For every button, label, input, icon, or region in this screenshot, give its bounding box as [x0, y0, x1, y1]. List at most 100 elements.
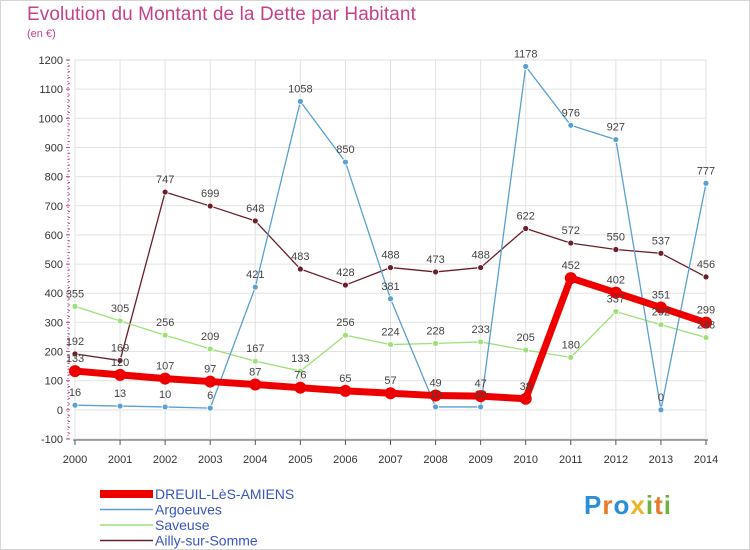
- data-point-ailly-sur-somme: [206, 202, 214, 210]
- data-point-ailly-sur-somme: [116, 357, 124, 364]
- data-point-ailly-sur-somme: [432, 268, 439, 276]
- data-label-ailly-sur-somme: 483: [291, 251, 309, 263]
- x-tick-label: 2011: [559, 454, 583, 466]
- x-tick-label: 2010: [513, 454, 537, 466]
- data-label-dreuil-l-s-amiens: 57: [384, 375, 396, 387]
- x-tick-label: 2009: [468, 454, 492, 466]
- data-point-argoeuves: [71, 401, 79, 409]
- data-point-argoeuves: [342, 158, 349, 166]
- data-label-saveuse: 305: [111, 303, 129, 315]
- y-tick-label: 600: [45, 230, 63, 242]
- x-tick-label: 2013: [649, 454, 673, 466]
- data-label-argoeuves: 1058: [288, 83, 312, 95]
- data-label-ailly-sur-somme: 550: [607, 232, 625, 244]
- data-point-dreuil-l-s-amiens: [294, 381, 307, 394]
- data-point-saveuse: [342, 331, 349, 339]
- x-tick-label: 2007: [378, 454, 402, 466]
- data-point-saveuse: [296, 367, 304, 375]
- data-label-ailly-sur-somme: 537: [652, 235, 670, 247]
- data-label-dreuil-l-s-amiens: 38: [520, 381, 532, 393]
- data-point-argoeuves: [657, 406, 665, 414]
- data-point-argoeuves: [296, 97, 304, 105]
- data-point-dreuil-l-s-amiens: [429, 389, 442, 402]
- data-point-ailly-sur-somme: [251, 217, 259, 225]
- data-label-ailly-sur-somme: 699: [201, 188, 219, 200]
- proxiti-logo: Proxiti: [584, 490, 672, 521]
- x-tick-label: 2002: [153, 454, 177, 466]
- data-point-argoeuves: [251, 283, 259, 291]
- logo-letter: t: [654, 490, 664, 520]
- data-point-saveuse: [432, 339, 439, 347]
- data-label-saveuse: 209: [201, 331, 219, 343]
- y-tick-label: 1100: [39, 84, 63, 96]
- data-label-ailly-sur-somme: 488: [471, 250, 489, 262]
- chart-grid: [74, 59, 707, 440]
- chart-legend: DREUIL-LèS-AMIENSArgoeuvesSaveuseAilly-s…: [100, 486, 294, 549]
- x-tick-label: 2003: [198, 454, 222, 466]
- data-point-saveuse: [522, 346, 530, 354]
- y-tick-label: 1200: [39, 55, 63, 67]
- data-label-argoeuves: 10: [159, 389, 171, 401]
- data-label-ailly-sur-somme: 169: [111, 343, 129, 355]
- data-point-argoeuves: [206, 404, 214, 412]
- data-point-argoeuves: [116, 402, 124, 410]
- data-point-dreuil-l-s-amiens: [700, 316, 712, 329]
- data-point-ailly-sur-somme: [477, 264, 485, 271]
- data-label-dreuil-l-s-amiens: 97: [204, 364, 216, 376]
- x-tick-label: 2000: [63, 454, 87, 466]
- logo-letter: o: [613, 490, 631, 520]
- data-point-argoeuves: [477, 403, 485, 411]
- y-tick-label: 700: [45, 201, 63, 213]
- data-label-dreuil-l-s-amiens: 49: [429, 378, 441, 390]
- data-point-dreuil-l-s-amiens: [519, 392, 532, 405]
- y-tick-label: 900: [45, 142, 63, 154]
- data-label-argoeuves: 10: [429, 389, 441, 401]
- data-point-dreuil-l-s-amiens: [654, 301, 667, 314]
- logo-letter: r: [602, 490, 614, 520]
- y-tick-label: 200: [45, 347, 63, 359]
- data-label-dreuil-l-s-amiens: 402: [607, 275, 625, 287]
- data-label-argoeuves: 6: [207, 390, 213, 402]
- data-label-dreuil-l-s-amiens: 87: [249, 366, 261, 378]
- legend-item-argoeuves: Argoeuves: [100, 502, 222, 518]
- logo-letter: i: [663, 490, 672, 520]
- data-label-dreuil-l-s-amiens: 76: [294, 370, 306, 382]
- y-tick-label: 400: [45, 288, 63, 300]
- data-label-ailly-sur-somme: 473: [426, 254, 444, 266]
- data-point-ailly-sur-somme: [71, 350, 79, 358]
- data-label-argoeuves: 421: [246, 269, 264, 281]
- data-label-argoeuves: 16: [69, 387, 81, 399]
- series-argoeuves: [71, 63, 710, 414]
- data-label-ailly-sur-somme: 488: [381, 250, 399, 262]
- data-label-dreuil-l-s-amiens: 120: [111, 357, 129, 369]
- data-label-dreuil-l-s-amiens: 133: [66, 353, 84, 365]
- data-label-dreuil-l-s-amiens: 107: [156, 361, 174, 373]
- data-point-saveuse: [71, 302, 79, 310]
- data-point-argoeuves: [432, 403, 439, 411]
- data-label-dreuil-l-s-amiens: 47: [475, 378, 487, 390]
- x-tick-label: 2006: [333, 454, 357, 466]
- data-point-ailly-sur-somme: [567, 239, 575, 247]
- data-label-dreuil-l-s-amiens: 351: [652, 290, 670, 302]
- legend-label: Argoeuves: [155, 502, 222, 518]
- data-point-argoeuves: [612, 136, 620, 143]
- data-label-argoeuves: 976: [562, 107, 580, 119]
- series-dreuil-l-s-amiens: [69, 272, 712, 405]
- data-point-dreuil-l-s-amiens: [474, 390, 487, 403]
- data-label-saveuse: 248: [697, 320, 715, 332]
- y-tick-label: -100: [41, 434, 63, 446]
- x-tick-label: 2004: [243, 454, 267, 466]
- data-point-dreuil-l-s-amiens: [159, 372, 172, 385]
- data-point-ailly-sur-somme: [342, 281, 349, 289]
- data-point-dreuil-l-s-amiens: [204, 375, 217, 388]
- x-tick-label: 2012: [604, 454, 628, 466]
- chart-axes: -100010020030040050060070080090010001100…: [39, 55, 719, 466]
- x-tick-label: 2001: [108, 454, 132, 466]
- chart-subtitle: (en €): [27, 28, 56, 40]
- data-label-saveuse: 337: [607, 294, 625, 306]
- data-label-argoeuves: 10: [475, 389, 487, 401]
- data-label-saveuse: 224: [381, 327, 399, 339]
- y-tick-label: 500: [45, 259, 63, 271]
